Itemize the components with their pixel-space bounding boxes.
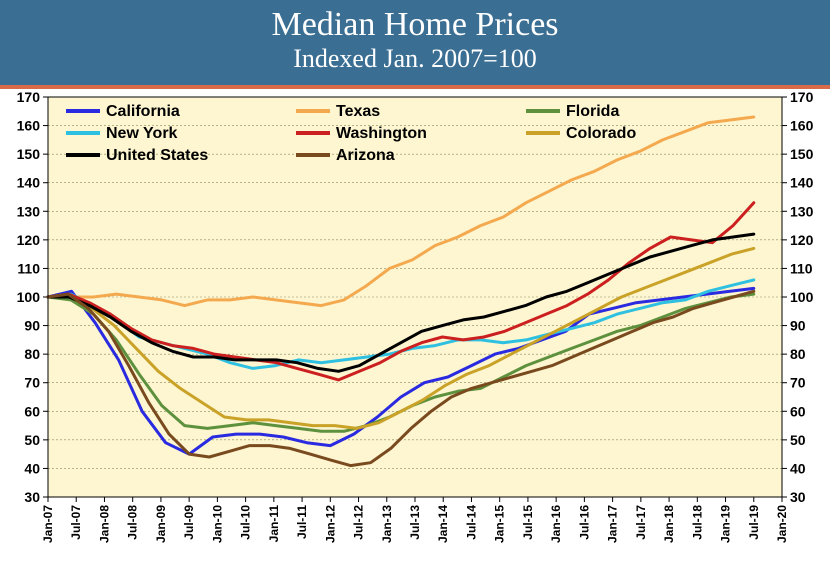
svg-text:80: 80 [24,346,40,362]
svg-text:Jul-18: Jul-18 [690,504,704,539]
svg-text:80: 80 [790,346,806,362]
svg-text:Jan-12: Jan-12 [323,504,337,542]
svg-text:Jan-09: Jan-09 [154,504,168,542]
svg-text:50: 50 [24,431,40,447]
svg-text:Colorado: Colorado [566,125,636,142]
svg-text:100: 100 [17,289,41,305]
svg-text:30: 30 [24,489,40,505]
chart-subtitle: Indexed Jan. 2007=100 [0,43,830,74]
svg-text:90: 90 [24,317,40,333]
svg-text:130: 130 [17,203,41,219]
svg-text:Jan-07: Jan-07 [41,504,55,542]
svg-text:Jan-15: Jan-15 [493,504,507,542]
svg-text:110: 110 [17,260,40,276]
svg-text:New York: New York [106,125,178,142]
svg-text:Jul-09: Jul-09 [182,504,196,539]
svg-text:70: 70 [24,374,40,390]
svg-text:Jan-08: Jan-08 [97,504,111,542]
svg-text:Jul-10: Jul-10 [239,504,253,539]
svg-text:160: 160 [790,117,814,133]
svg-text:Jul-19: Jul-19 [747,504,761,539]
svg-text:Jul-14: Jul-14 [464,504,478,539]
svg-text:Jul-07: Jul-07 [69,504,83,539]
svg-text:150: 150 [790,146,814,162]
chart-title: Median Home Prices [0,6,830,43]
svg-text:Florida: Florida [566,103,619,120]
svg-text:Jul-16: Jul-16 [577,504,591,539]
svg-text:Jul-11: Jul-11 [295,504,309,538]
svg-text:60: 60 [790,403,806,419]
svg-text:Jul-17: Jul-17 [634,504,648,539]
svg-text:120: 120 [790,231,814,247]
svg-text:Jan-18: Jan-18 [662,504,676,542]
svg-text:Jan-16: Jan-16 [549,504,563,542]
svg-text:Texas: Texas [336,103,380,120]
svg-text:140: 140 [790,174,814,190]
svg-text:140: 140 [17,174,41,190]
svg-text:40: 40 [790,460,806,476]
svg-text:90: 90 [790,317,806,333]
line-chart: 30 30 40 40 50 50 60 60 70 70 80 80 90 90 100 100 110 110… [0,89,830,559]
svg-text:Jul-12: Jul-12 [352,504,366,539]
svg-text:120: 120 [17,231,41,247]
svg-text:Jan-14: Jan-14 [436,504,450,542]
svg-text:150: 150 [17,146,41,162]
svg-text:170: 170 [17,89,41,105]
svg-text:Jan-20: Jan-20 [775,504,789,542]
svg-text:United States: United States [106,147,208,164]
svg-text:40: 40 [24,460,40,476]
svg-text:110: 110 [790,260,813,276]
svg-text:Jan-10: Jan-10 [210,504,224,542]
svg-text:California: California [106,103,180,120]
svg-text:Jan-13: Jan-13 [380,504,394,542]
svg-text:100: 100 [790,289,814,305]
chart-container: 30 30 40 40 50 50 60 60 70 70 80 80 90 90 100 100 110 110… [0,89,830,559]
svg-text:Arizona: Arizona [336,147,395,164]
svg-text:Jan-17: Jan-17 [606,504,620,542]
svg-text:130: 130 [790,203,814,219]
svg-text:60: 60 [24,403,40,419]
svg-text:30: 30 [790,489,806,505]
svg-text:Jul-08: Jul-08 [126,504,140,539]
svg-text:160: 160 [17,117,41,133]
svg-text:Jul-13: Jul-13 [408,504,422,539]
svg-text:50: 50 [790,431,806,447]
svg-text:Jan-11: Jan-11 [267,504,281,542]
svg-text:70: 70 [790,374,806,390]
chart-header: Median Home Prices Indexed Jan. 2007=100 [0,0,830,89]
svg-text:Jan-19: Jan-19 [719,504,733,542]
svg-text:170: 170 [790,89,814,105]
svg-text:Washington: Washington [336,125,427,142]
svg-text:Jul-15: Jul-15 [521,504,535,539]
